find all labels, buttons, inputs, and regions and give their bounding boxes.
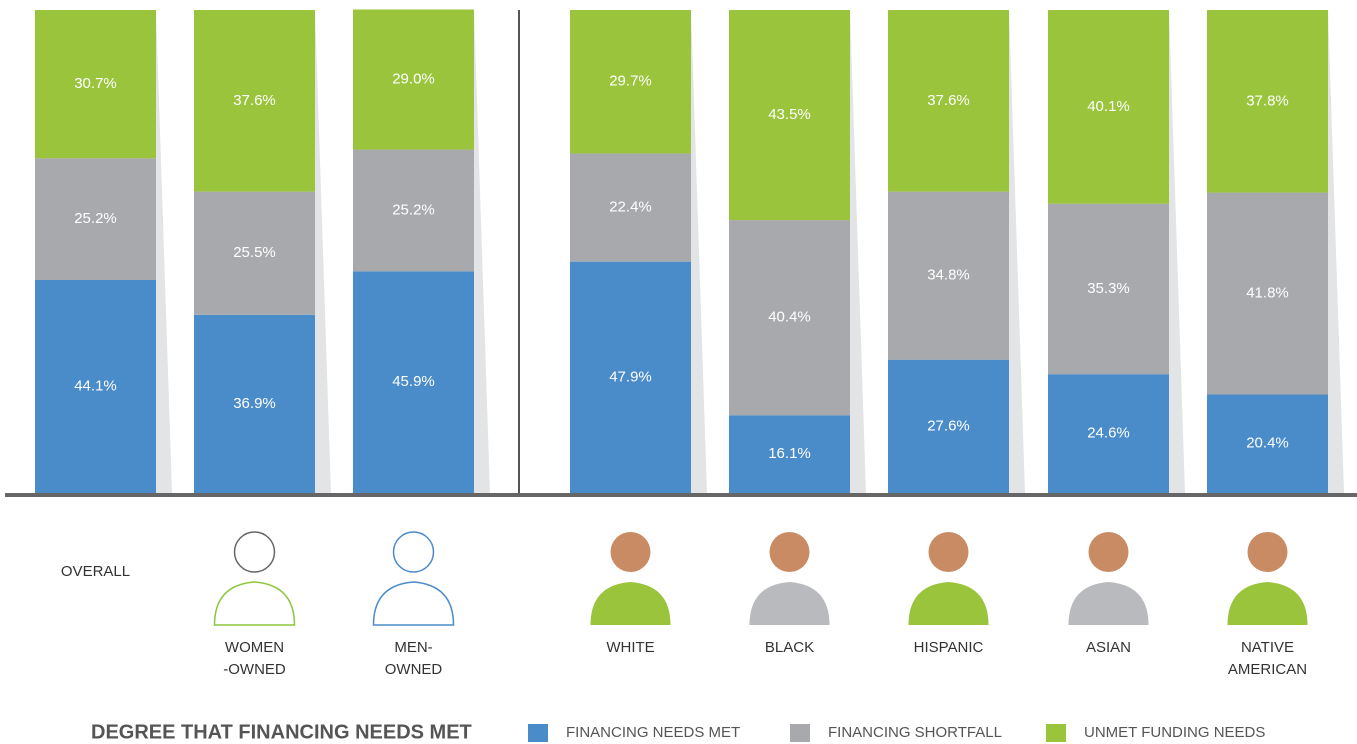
category-label: WOMEN <box>225 639 284 656</box>
person-head <box>394 532 434 572</box>
value-label: 40.1% <box>1087 98 1130 115</box>
category-label: ASIAN <box>1086 639 1131 656</box>
value-label: 34.8% <box>927 267 970 284</box>
value-label: 24.6% <box>1087 425 1130 442</box>
person-head <box>1089 532 1129 572</box>
person-body <box>1069 582 1149 625</box>
value-label: 29.7% <box>609 73 652 90</box>
value-label: 41.8% <box>1246 284 1289 301</box>
value-label: 20.4% <box>1246 435 1289 452</box>
value-label: 45.9% <box>392 373 435 390</box>
value-label: 40.4% <box>768 309 811 326</box>
person-body <box>909 582 989 625</box>
person-body <box>374 582 454 625</box>
bar-shadow <box>850 10 866 493</box>
legend-swatch <box>790 724 810 742</box>
chart: DEGREE THAT FINANCING NEEDS MET 44.1% 25.… <box>0 0 1357 744</box>
value-label: 16.1% <box>768 445 811 462</box>
value-label: 37.6% <box>233 92 276 109</box>
bar-shadow <box>315 10 331 493</box>
person-body <box>750 582 830 625</box>
value-label: 47.9% <box>609 368 652 385</box>
legend-title: DEGREE THAT FINANCING NEEDS MET <box>91 721 472 743</box>
category-label: -OWNED <box>223 661 286 678</box>
category-label: HISPANIC <box>914 639 984 656</box>
person-head <box>929 532 969 572</box>
bar-shadow <box>1009 10 1025 493</box>
bar-shadow <box>1169 10 1185 493</box>
value-label: 29.0% <box>392 71 435 88</box>
person-head <box>770 532 810 572</box>
value-label: 44.1% <box>74 377 117 394</box>
value-label: 25.2% <box>74 210 117 227</box>
category-label: MEN- <box>394 639 432 656</box>
person-body <box>591 582 671 625</box>
legend-swatch <box>528 724 548 742</box>
category-label: OWNED <box>385 661 443 678</box>
person-body <box>215 582 295 625</box>
category-label: WHITE <box>606 639 654 656</box>
person-head <box>611 532 651 572</box>
value-label: 43.5% <box>768 106 811 123</box>
bar-shadow <box>691 10 707 493</box>
value-label: 36.9% <box>233 395 276 412</box>
bar-shadow <box>1328 10 1344 493</box>
value-label: 30.7% <box>74 75 117 92</box>
legend-label: UNMET FUNDING NEEDS <box>1084 724 1265 741</box>
baseline <box>5 493 1357 497</box>
legend-label: FINANCING NEEDS MET <box>566 724 740 741</box>
category-label: AMERICAN <box>1228 661 1307 678</box>
legend-label: FINANCING SHORTFALL <box>828 724 1002 741</box>
value-label: 35.3% <box>1087 280 1130 297</box>
category-label: BLACK <box>765 639 814 656</box>
value-label: 25.2% <box>392 201 435 218</box>
person-body <box>1228 582 1308 625</box>
bar-shadow <box>156 10 172 493</box>
person-head <box>235 532 275 572</box>
bar-shadow <box>474 10 490 493</box>
value-label: 25.5% <box>233 244 276 261</box>
category-label: OVERALL <box>61 563 130 580</box>
category-label: NATIVE <box>1241 639 1294 656</box>
legend-swatch <box>1046 724 1066 742</box>
value-label: 22.4% <box>609 199 652 216</box>
value-label: 37.6% <box>927 92 970 109</box>
value-label: 37.8% <box>1246 92 1289 109</box>
person-head <box>1248 532 1288 572</box>
value-label: 27.6% <box>927 417 970 434</box>
